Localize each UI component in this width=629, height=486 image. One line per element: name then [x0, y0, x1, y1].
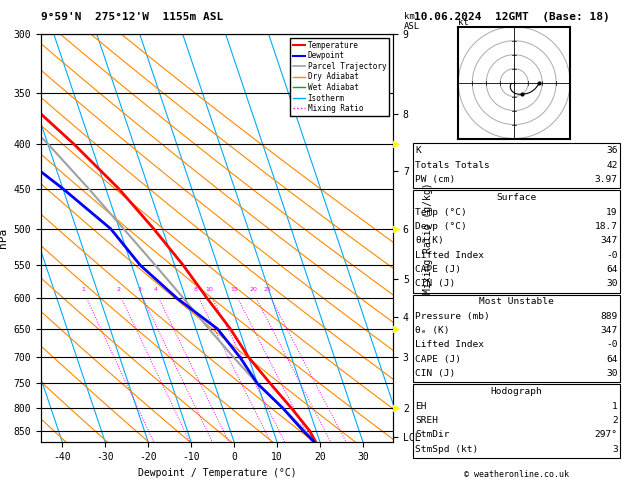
Text: 20: 20 — [249, 287, 257, 292]
Text: ▶: ▶ — [393, 224, 401, 234]
Text: 9°59'N  275°12'W  1155m ASL: 9°59'N 275°12'W 1155m ASL — [41, 12, 223, 22]
Text: Lifted Index: Lifted Index — [415, 341, 484, 349]
Text: SREH: SREH — [415, 416, 438, 425]
Text: 30: 30 — [606, 369, 618, 378]
Text: km
ASL: km ASL — [404, 12, 420, 31]
Text: 3: 3 — [612, 445, 618, 454]
Text: StmDir: StmDir — [415, 431, 450, 439]
Text: 19: 19 — [606, 208, 618, 217]
Text: Dewp (°C): Dewp (°C) — [415, 222, 467, 231]
Text: 18.7: 18.7 — [594, 222, 618, 231]
Text: 347: 347 — [601, 326, 618, 335]
Text: 8: 8 — [194, 287, 198, 292]
Text: StmSpd (kt): StmSpd (kt) — [415, 445, 479, 454]
Text: Totals Totals: Totals Totals — [415, 160, 490, 170]
Text: 2: 2 — [116, 287, 121, 292]
Text: Most Unstable: Most Unstable — [479, 297, 554, 307]
Text: 1: 1 — [612, 402, 618, 411]
Text: K: K — [415, 146, 421, 156]
Text: 30: 30 — [606, 279, 618, 288]
Y-axis label: Mixing Ratio (g/kg): Mixing Ratio (g/kg) — [423, 182, 433, 294]
Text: 64: 64 — [606, 265, 618, 274]
Text: 3: 3 — [138, 287, 142, 292]
Text: 10: 10 — [206, 287, 213, 292]
Text: Pressure (mb): Pressure (mb) — [415, 312, 490, 321]
Text: 15: 15 — [231, 287, 238, 292]
Text: 42: 42 — [606, 160, 618, 170]
Text: -0: -0 — [606, 341, 618, 349]
Text: Temp (°C): Temp (°C) — [415, 208, 467, 217]
Text: CAPE (J): CAPE (J) — [415, 265, 461, 274]
Text: 3.97: 3.97 — [594, 175, 618, 184]
Text: ▶: ▶ — [393, 139, 401, 149]
Text: 297°: 297° — [594, 431, 618, 439]
Text: 2: 2 — [612, 416, 618, 425]
Text: Lifted Index: Lifted Index — [415, 251, 484, 260]
Text: 347: 347 — [601, 236, 618, 245]
Text: ▶: ▶ — [393, 403, 401, 413]
Text: 36: 36 — [606, 146, 618, 156]
Text: CAPE (J): CAPE (J) — [415, 355, 461, 364]
Text: © weatheronline.co.uk: © weatheronline.co.uk — [464, 469, 569, 479]
Text: Surface: Surface — [496, 193, 536, 202]
Text: θₑ(K): θₑ(K) — [415, 236, 444, 245]
Legend: Temperature, Dewpoint, Parcel Trajectory, Dry Adiabat, Wet Adiabat, Isotherm, Mi: Temperature, Dewpoint, Parcel Trajectory… — [290, 38, 389, 116]
Text: kt: kt — [459, 17, 469, 27]
Text: θₑ (K): θₑ (K) — [415, 326, 450, 335]
X-axis label: Dewpoint / Temperature (°C): Dewpoint / Temperature (°C) — [138, 468, 296, 478]
Text: 889: 889 — [601, 312, 618, 321]
Text: ▶: ▶ — [393, 324, 401, 334]
Text: 1: 1 — [82, 287, 86, 292]
Text: -0: -0 — [606, 251, 618, 260]
Y-axis label: hPa: hPa — [0, 228, 8, 248]
Text: 4: 4 — [153, 287, 158, 292]
Text: PW (cm): PW (cm) — [415, 175, 455, 184]
Text: CIN (J): CIN (J) — [415, 369, 455, 378]
Text: EH: EH — [415, 402, 426, 411]
Text: 10.06.2024  12GMT  (Base: 18): 10.06.2024 12GMT (Base: 18) — [414, 12, 610, 22]
Text: CIN (J): CIN (J) — [415, 279, 455, 288]
Text: 25: 25 — [264, 287, 272, 292]
Text: 64: 64 — [606, 355, 618, 364]
Text: Hodograph: Hodograph — [490, 387, 542, 397]
